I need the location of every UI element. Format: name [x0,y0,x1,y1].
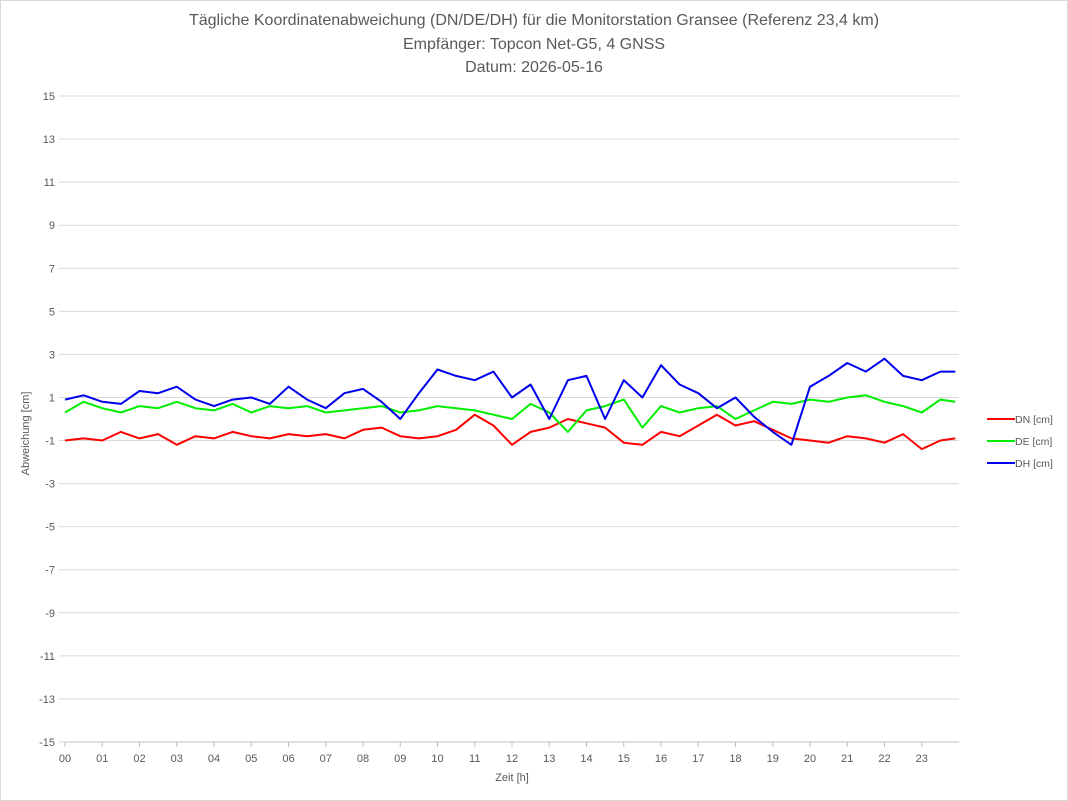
x-tick-label: 14 [580,753,592,765]
y-tick-label: 15 [43,91,55,103]
y-tick-label: 7 [49,263,55,275]
x-tick-label: 12 [506,753,518,765]
x-tick-label: 18 [729,753,741,765]
x-tick-label: 23 [916,753,928,765]
legend: DN [cm] DE [cm] DH [cm] [987,414,1053,470]
x-tick-label: 06 [282,753,294,765]
y-tick-label: 1 [49,392,55,404]
y-tick-label: 11 [44,177,55,189]
x-tick-label: 19 [767,753,779,765]
series-line-dn [64,413,956,451]
chart-date: Datum: 2026-05-16 [465,59,603,76]
y-tick-label: -7 [45,565,55,577]
x-tick-label: 08 [357,753,369,765]
x-axis-title: Zeit [h] [495,772,529,784]
x-tick-label: 11 [469,753,480,765]
chart-subtitle: Empfänger: Topcon Net-G5, 4 GNSS [402,36,666,53]
x-tick-label: 05 [245,753,257,765]
x-tick-label: 21 [841,753,853,765]
y-tick-label: -3 [45,479,55,491]
series-lines [64,357,956,451]
legend-label: DE [cm] [1015,436,1052,448]
y-tick-label: -11 [40,651,55,663]
x-tick-label: 22 [878,753,890,765]
x-tick-label: 20 [804,753,816,765]
y-tick-label: -9 [45,608,55,620]
x-tick-label: 17 [692,753,704,765]
y-tick-label: 5 [49,306,55,318]
x-tick-label: 03 [171,753,183,765]
y-tick-label: 13 [43,134,55,146]
x-tick-label: 00 [59,753,71,765]
x-tick-label: 10 [431,753,443,765]
y-tick-label: 9 [49,220,55,232]
x-tick-label: 13 [543,753,555,765]
y-tick-label: 3 [49,349,55,361]
x-tick-label: 16 [655,753,667,765]
x-tick-label: 07 [320,753,332,765]
y-tick-label: -13 [39,694,55,706]
y-axis-title: Abweichung [cm] [20,392,32,476]
axes: 15 13 11 9 7 5 3 1 -1 -3 -5 -7 -9 -11 -13 -15 00 01 02 03 04… [39,91,959,765]
x-tick-label: 01 [96,753,108,765]
x-tick-label: 09 [394,753,406,765]
legend-label: DH [cm] [1015,458,1053,470]
x-tick-label: 04 [208,753,220,765]
y-tick-label: -5 [45,522,55,534]
chart-title: Tägliche Koordinatenabweichung (DN/DE/DH… [188,12,880,29]
x-tick-label: 15 [618,753,630,765]
legend-label: DN [cm] [1015,414,1053,426]
y-tick-label: -1 [45,436,55,448]
y-tick-label: -15 [39,737,55,749]
x-tick-label: 02 [133,753,145,765]
